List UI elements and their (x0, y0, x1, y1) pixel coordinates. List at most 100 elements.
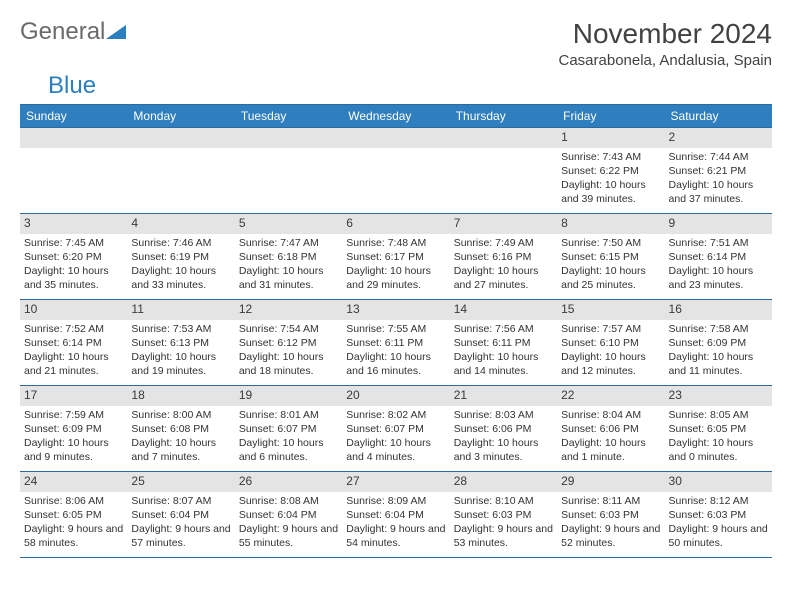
day-details: Sunrise: 8:10 AMSunset: 6:03 PMDaylight:… (450, 492, 557, 553)
sunrise-text: Sunrise: 8:03 AM (454, 408, 553, 422)
sunrise-text: Sunrise: 7:58 AM (669, 322, 768, 336)
sunset-text: Sunset: 6:03 PM (454, 508, 553, 522)
title-block: November 2024 Casarabonela, Andalusia, S… (559, 18, 773, 69)
sunset-text: Sunset: 6:10 PM (561, 336, 660, 350)
calendar-cell: 7Sunrise: 7:49 AMSunset: 6:16 PMDaylight… (450, 214, 557, 300)
calendar-cell: 8Sunrise: 7:50 AMSunset: 6:15 PMDaylight… (557, 214, 664, 300)
calendar-cell-empty (127, 128, 234, 214)
calendar-cell: 30Sunrise: 8:12 AMSunset: 6:03 PMDayligh… (665, 472, 772, 558)
calendar-row: 3Sunrise: 7:45 AMSunset: 6:20 PMDaylight… (20, 214, 772, 300)
calendar-row: 1Sunrise: 7:43 AMSunset: 6:22 PMDaylight… (20, 128, 772, 214)
sunset-text: Sunset: 6:16 PM (454, 250, 553, 264)
day-details: Sunrise: 7:43 AMSunset: 6:22 PMDaylight:… (557, 148, 664, 209)
daylight-text: Daylight: 10 hours and 23 minutes. (669, 264, 768, 292)
day-details: Sunrise: 7:59 AMSunset: 6:09 PMDaylight:… (20, 406, 127, 467)
daylight-text: Daylight: 10 hours and 19 minutes. (131, 350, 230, 378)
daylight-text: Daylight: 10 hours and 27 minutes. (454, 264, 553, 292)
day-details: Sunrise: 7:54 AMSunset: 6:12 PMDaylight:… (235, 320, 342, 381)
daylight-text: Daylight: 9 hours and 50 minutes. (669, 522, 768, 550)
calendar-cell: 16Sunrise: 7:58 AMSunset: 6:09 PMDayligh… (665, 300, 772, 386)
daylight-text: Daylight: 10 hours and 18 minutes. (239, 350, 338, 378)
calendar-cell: 10Sunrise: 7:52 AMSunset: 6:14 PMDayligh… (20, 300, 127, 386)
day-number (342, 128, 449, 148)
sunrise-text: Sunrise: 7:48 AM (346, 236, 445, 250)
day-details (450, 148, 557, 152)
sunset-text: Sunset: 6:20 PM (24, 250, 123, 264)
sunset-text: Sunset: 6:07 PM (239, 422, 338, 436)
day-number: 22 (557, 386, 664, 406)
sunset-text: Sunset: 6:17 PM (346, 250, 445, 264)
weekday-row: SundayMondayTuesdayWednesdayThursdayFrid… (20, 105, 772, 128)
sunrise-text: Sunrise: 8:01 AM (239, 408, 338, 422)
day-number: 13 (342, 300, 449, 320)
sunrise-text: Sunrise: 7:47 AM (239, 236, 338, 250)
daylight-text: Daylight: 10 hours and 9 minutes. (24, 436, 123, 464)
day-details: Sunrise: 8:05 AMSunset: 6:05 PMDaylight:… (665, 406, 772, 467)
calendar-cell: 3Sunrise: 7:45 AMSunset: 6:20 PMDaylight… (20, 214, 127, 300)
daylight-text: Daylight: 10 hours and 33 minutes. (131, 264, 230, 292)
calendar-row: 24Sunrise: 8:06 AMSunset: 6:05 PMDayligh… (20, 472, 772, 558)
day-number: 29 (557, 472, 664, 492)
sunrise-text: Sunrise: 7:55 AM (346, 322, 445, 336)
daylight-text: Daylight: 10 hours and 35 minutes. (24, 264, 123, 292)
sunset-text: Sunset: 6:06 PM (561, 422, 660, 436)
day-number (235, 128, 342, 148)
day-details: Sunrise: 7:47 AMSunset: 6:18 PMDaylight:… (235, 234, 342, 295)
day-details: Sunrise: 7:49 AMSunset: 6:16 PMDaylight:… (450, 234, 557, 295)
sunrise-text: Sunrise: 8:11 AM (561, 494, 660, 508)
day-details: Sunrise: 7:58 AMSunset: 6:09 PMDaylight:… (665, 320, 772, 381)
sunrise-text: Sunrise: 7:43 AM (561, 150, 660, 164)
daylight-text: Daylight: 10 hours and 3 minutes. (454, 436, 553, 464)
day-number: 11 (127, 300, 234, 320)
calendar-cell: 11Sunrise: 7:53 AMSunset: 6:13 PMDayligh… (127, 300, 234, 386)
calendar-cell: 28Sunrise: 8:10 AMSunset: 6:03 PMDayligh… (450, 472, 557, 558)
sunrise-text: Sunrise: 7:57 AM (561, 322, 660, 336)
day-number: 30 (665, 472, 772, 492)
calendar-cell: 22Sunrise: 8:04 AMSunset: 6:06 PMDayligh… (557, 386, 664, 472)
sunrise-text: Sunrise: 7:46 AM (131, 236, 230, 250)
day-number: 27 (342, 472, 449, 492)
day-number: 19 (235, 386, 342, 406)
day-number: 14 (450, 300, 557, 320)
day-number: 26 (235, 472, 342, 492)
weekday-header: Saturday (665, 105, 772, 128)
day-details: Sunrise: 7:52 AMSunset: 6:14 PMDaylight:… (20, 320, 127, 381)
day-number: 20 (342, 386, 449, 406)
day-details: Sunrise: 7:51 AMSunset: 6:14 PMDaylight:… (665, 234, 772, 295)
location: Casarabonela, Andalusia, Spain (559, 52, 773, 69)
sunset-text: Sunset: 6:22 PM (561, 164, 660, 178)
weekday-header: Monday (127, 105, 234, 128)
sunset-text: Sunset: 6:09 PM (669, 336, 768, 350)
calendar-body: 1Sunrise: 7:43 AMSunset: 6:22 PMDaylight… (20, 128, 772, 558)
brand-logo: General Blue (20, 18, 140, 96)
daylight-text: Daylight: 10 hours and 6 minutes. (239, 436, 338, 464)
daylight-text: Daylight: 10 hours and 25 minutes. (561, 264, 660, 292)
brand-part2: Blue (48, 72, 96, 100)
sunrise-text: Sunrise: 7:52 AM (24, 322, 123, 336)
sunset-text: Sunset: 6:14 PM (24, 336, 123, 350)
day-details: Sunrise: 7:55 AMSunset: 6:11 PMDaylight:… (342, 320, 449, 381)
sunrise-text: Sunrise: 7:44 AM (669, 150, 768, 164)
day-details: Sunrise: 7:50 AMSunset: 6:15 PMDaylight:… (557, 234, 664, 295)
day-details: Sunrise: 8:09 AMSunset: 6:04 PMDaylight:… (342, 492, 449, 553)
sunset-text: Sunset: 6:11 PM (346, 336, 445, 350)
calendar-row: 17Sunrise: 7:59 AMSunset: 6:09 PMDayligh… (20, 386, 772, 472)
daylight-text: Daylight: 9 hours and 55 minutes. (239, 522, 338, 550)
sunrise-text: Sunrise: 8:06 AM (24, 494, 123, 508)
sunrise-text: Sunrise: 8:00 AM (131, 408, 230, 422)
calendar-head: SundayMondayTuesdayWednesdayThursdayFrid… (20, 105, 772, 128)
day-number: 1 (557, 128, 664, 148)
calendar-table: SundayMondayTuesdayWednesdayThursdayFrid… (20, 104, 772, 558)
sunrise-text: Sunrise: 8:05 AM (669, 408, 768, 422)
day-details (342, 148, 449, 152)
calendar-cell: 27Sunrise: 8:09 AMSunset: 6:04 PMDayligh… (342, 472, 449, 558)
calendar-cell-empty (342, 128, 449, 214)
calendar-cell: 15Sunrise: 7:57 AMSunset: 6:10 PMDayligh… (557, 300, 664, 386)
weekday-header: Tuesday (235, 105, 342, 128)
day-number: 8 (557, 214, 664, 234)
calendar-cell: 26Sunrise: 8:08 AMSunset: 6:04 PMDayligh… (235, 472, 342, 558)
day-details: Sunrise: 7:53 AMSunset: 6:13 PMDaylight:… (127, 320, 234, 381)
calendar-cell: 20Sunrise: 8:02 AMSunset: 6:07 PMDayligh… (342, 386, 449, 472)
calendar-cell: 2Sunrise: 7:44 AMSunset: 6:21 PMDaylight… (665, 128, 772, 214)
day-details: Sunrise: 8:02 AMSunset: 6:07 PMDaylight:… (342, 406, 449, 467)
